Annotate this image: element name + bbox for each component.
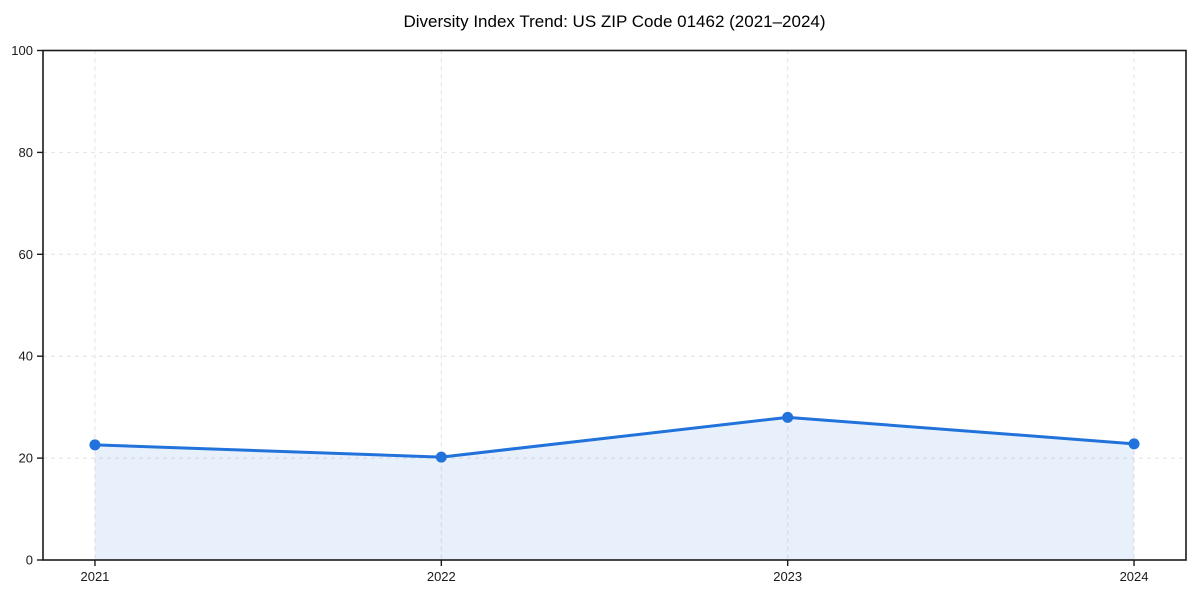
trend-line <box>93 415 1136 459</box>
plot-border <box>42 49 1187 561</box>
y-axis-tick-label: 0 <box>26 553 33 568</box>
x-axis-tick-label: 2024 <box>1120 569 1149 584</box>
data-point-2022 <box>435 451 447 463</box>
chart-title: Diversity Index Trend: US ZIP Code 01462… <box>403 12 826 31</box>
x-axis-tick-label: 2021 <box>80 569 109 584</box>
x-axis-tick-label: 2022 <box>427 569 456 584</box>
data-point-2024 <box>1128 438 1140 450</box>
area-fill <box>94 417 1135 560</box>
y-axis-tick-label: 40 <box>19 349 33 364</box>
y-axis-tick-label: 100 <box>11 43 33 58</box>
x-axis-tick-label: 2023 <box>773 569 802 584</box>
data-point-2023 <box>782 411 794 423</box>
data-point-2021 <box>89 439 101 451</box>
y-axis-tick-label: 80 <box>19 145 33 160</box>
y-axis-tick-label: 20 <box>19 451 33 466</box>
y-axis-tick-label: 60 <box>19 247 33 262</box>
